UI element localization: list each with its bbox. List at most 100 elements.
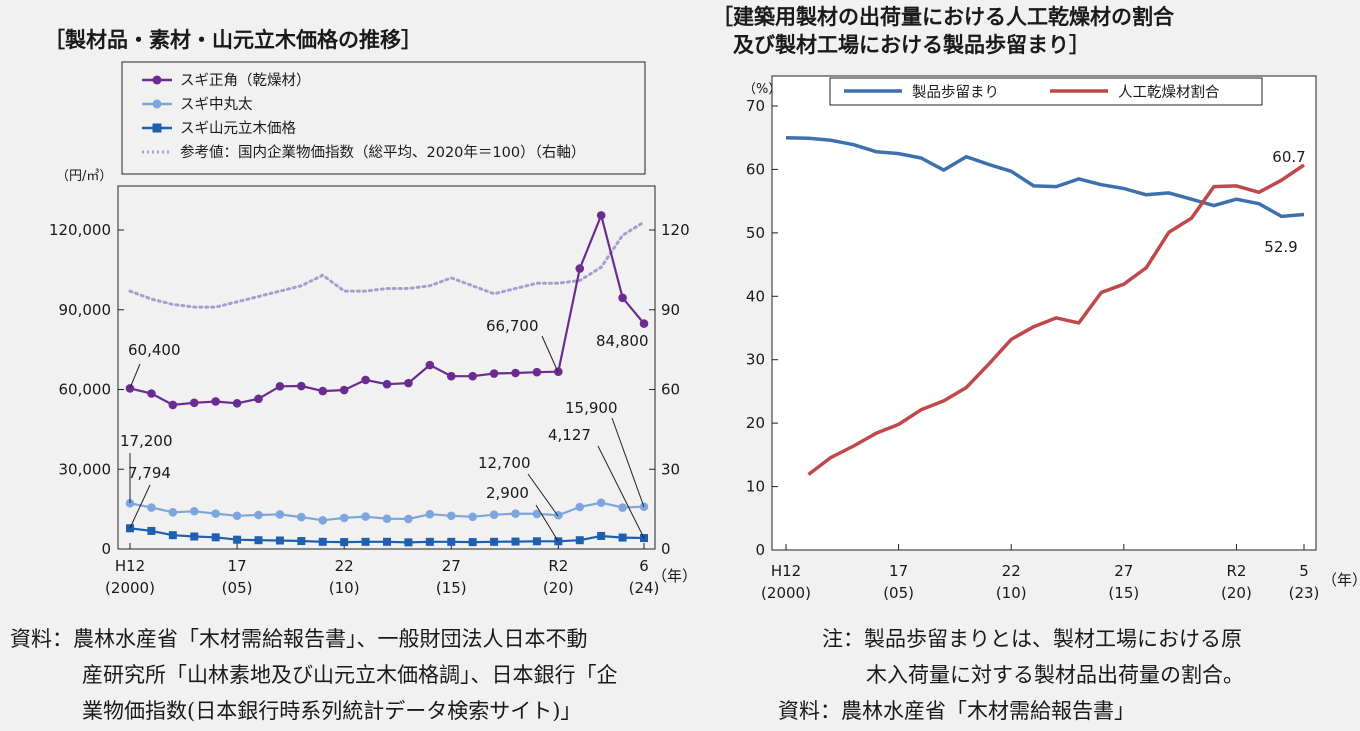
left-series-0-point [232, 399, 242, 408]
legend-label-sugi-ryuboku: スギ山元立木価格 [180, 120, 296, 137]
right-x-tick-label-bottom: (2000) [761, 584, 811, 602]
right-y-tick-label: 30 [746, 351, 765, 369]
right-data-label: 60.7 [1272, 148, 1305, 166]
left-series-1-point [425, 509, 435, 519]
right-x-axis: H12 (2000) 17 (05) 22 (10) 27 (15) R2 (20) 5 (23) [761, 544, 1319, 602]
left-y-right-tick-label: 30 [661, 460, 680, 478]
right-series-line-1 [807, 163, 1305, 476]
left-series-2-point [190, 532, 199, 541]
left-series-1-point [532, 509, 542, 519]
right-chart: ［建築用製材の出荷量における人工乾燥材の割合 及び製材工場における製品歩留まり］… [712, 5, 1360, 602]
left-series-2-point [554, 537, 563, 546]
right-x-tick-label-bottom: (23) [1289, 584, 1320, 602]
left-series-2-point [447, 537, 456, 546]
left-series-1-point [404, 514, 413, 524]
legend-label-sugi-marumoku: スギ中丸太 [180, 96, 253, 113]
right-legend: 製品歩留まり 人工乾燥材割合 [844, 84, 1220, 101]
left-x-tick-label-top: 27 [442, 557, 461, 575]
left-series-2-point [361, 537, 370, 546]
left-data-label: 12,700 [478, 454, 531, 472]
left-data-label: 2,900 [486, 484, 529, 502]
left-legend-box [121, 61, 646, 175]
left-x-axis: H12 (2000) 17 (05) 22 (10) 27 (15) R2 (20) 6 (24) [105, 543, 659, 597]
right-x-tick-label-top: 22 [1002, 562, 1021, 580]
right-x-tick-label-bottom: (15) [1108, 584, 1139, 602]
left-series-0-point [404, 378, 413, 388]
left-y-right-tick-label: 60 [661, 381, 680, 399]
right-chart-title-line2: 及び製材工場における製品歩留まり］ [712, 33, 1090, 57]
right-x-tick-label-top: R2 [1226, 562, 1246, 580]
left-series-1-point [147, 503, 156, 512]
right-chart-title-line1: ［建築用製材の出荷量における人工乾燥材の割合 [712, 5, 1175, 29]
left-annotation-leader [129, 484, 151, 529]
legend-label-sugi-kakuzai: スギ正角（乾燥材） [180, 72, 311, 89]
legend-marker-sugi-kakuzai [152, 75, 162, 85]
left-y-right-tick-label: 120 [661, 221, 690, 239]
right-annotations: 60.7 52.9 [1264, 148, 1305, 256]
left-series-0-point [639, 319, 649, 328]
left-annotation-leader [597, 445, 645, 539]
right-y-tick-label: 40 [746, 287, 765, 305]
left-series-1-point [125, 498, 135, 508]
right-series-group [785, 135, 1305, 476]
left-plot-frame [117, 185, 656, 550]
left-x-tick-label-top: 6 [639, 557, 649, 575]
left-series-2-point [425, 537, 434, 546]
left-series-2-point [340, 538, 349, 547]
footnote-right-line1: 注：製品歩留まりとは、製材工場における原 [822, 627, 1242, 651]
left-series-0-point [575, 264, 585, 273]
left-series-line-3 [128, 220, 646, 309]
left-data-label: 60,400 [128, 341, 181, 359]
left-data-label: 7,794 [128, 464, 171, 482]
left-series-2-point [404, 538, 413, 547]
left-x-tick-label-bottom: (15) [436, 579, 467, 597]
footnote-left-line2: 産研究所「山林素地及び山元立木価格調」、日本銀行「企 [82, 663, 618, 687]
left-legend: スギ正角（乾燥材） スギ中丸太 スギ山元立木価格 参考値：国内企業物価指数（総平… [142, 72, 585, 161]
left-series-0-point [211, 397, 220, 406]
left-series-2-point [254, 536, 263, 545]
left-series-2-point [618, 533, 627, 542]
left-chart-title: ［製材品・素材・山元立木価格の推移］ [44, 28, 422, 52]
left-series-0-point [339, 385, 349, 395]
left-series-1-point [489, 510, 499, 520]
right-y-tick-label: 20 [746, 414, 765, 432]
left-series-1-point [446, 511, 456, 521]
legend-marker-sugi-ryuboku [152, 123, 162, 133]
left-series-2-point [490, 537, 499, 546]
right-y-tick-label: 0 [755, 541, 765, 559]
right-x-tick-label-bottom: (10) [996, 584, 1027, 602]
left-x-tick-label-bottom: (10) [329, 579, 360, 597]
left-series-1-point [211, 509, 220, 518]
left-series-1-point [468, 512, 477, 522]
right-x-axis-unit: （年） [1322, 571, 1360, 589]
left-series-0-point [446, 371, 456, 381]
left-y-tick-label: 0 [101, 540, 111, 558]
left-series-2-point [575, 536, 584, 545]
left-data-label: 66,700 [486, 317, 539, 335]
left-annotations: 60,400 66,700 84,800 17,200 7,794 12,700 2,900… [120, 317, 649, 542]
right-y-tick-label: 70 [746, 97, 765, 115]
left-data-label: 84,800 [596, 332, 649, 350]
left-series-1-point [596, 498, 606, 508]
right-x-tick-label-top: 5 [1299, 562, 1309, 580]
left-data-label: 17,200 [120, 432, 173, 450]
right-x-tick-label-bottom: (20) [1221, 584, 1252, 602]
left-series-0-point [297, 381, 306, 391]
left-series-1-point [189, 506, 199, 516]
left-x-tick-label-top: H12 [115, 557, 145, 575]
left-x-tick-label-bottom: (20) [543, 579, 574, 597]
left-series-0-point [275, 382, 285, 391]
right-y-tick-label: 10 [746, 478, 765, 496]
left-x-tick-label-top: 17 [228, 557, 247, 575]
left-series-0-point [468, 371, 477, 381]
legend-marker-sugi-marumoku [152, 99, 162, 109]
left-series-2-point [211, 533, 220, 542]
left-series-1-point [339, 513, 349, 523]
left-series-1-point [511, 509, 520, 518]
right-plot-frame [771, 75, 1317, 551]
right-x-tick-label-top: 17 [889, 562, 908, 580]
left-series-0-point [489, 369, 499, 378]
left-series-1-point [297, 512, 306, 522]
left-data-label: 15,900 [565, 399, 618, 417]
